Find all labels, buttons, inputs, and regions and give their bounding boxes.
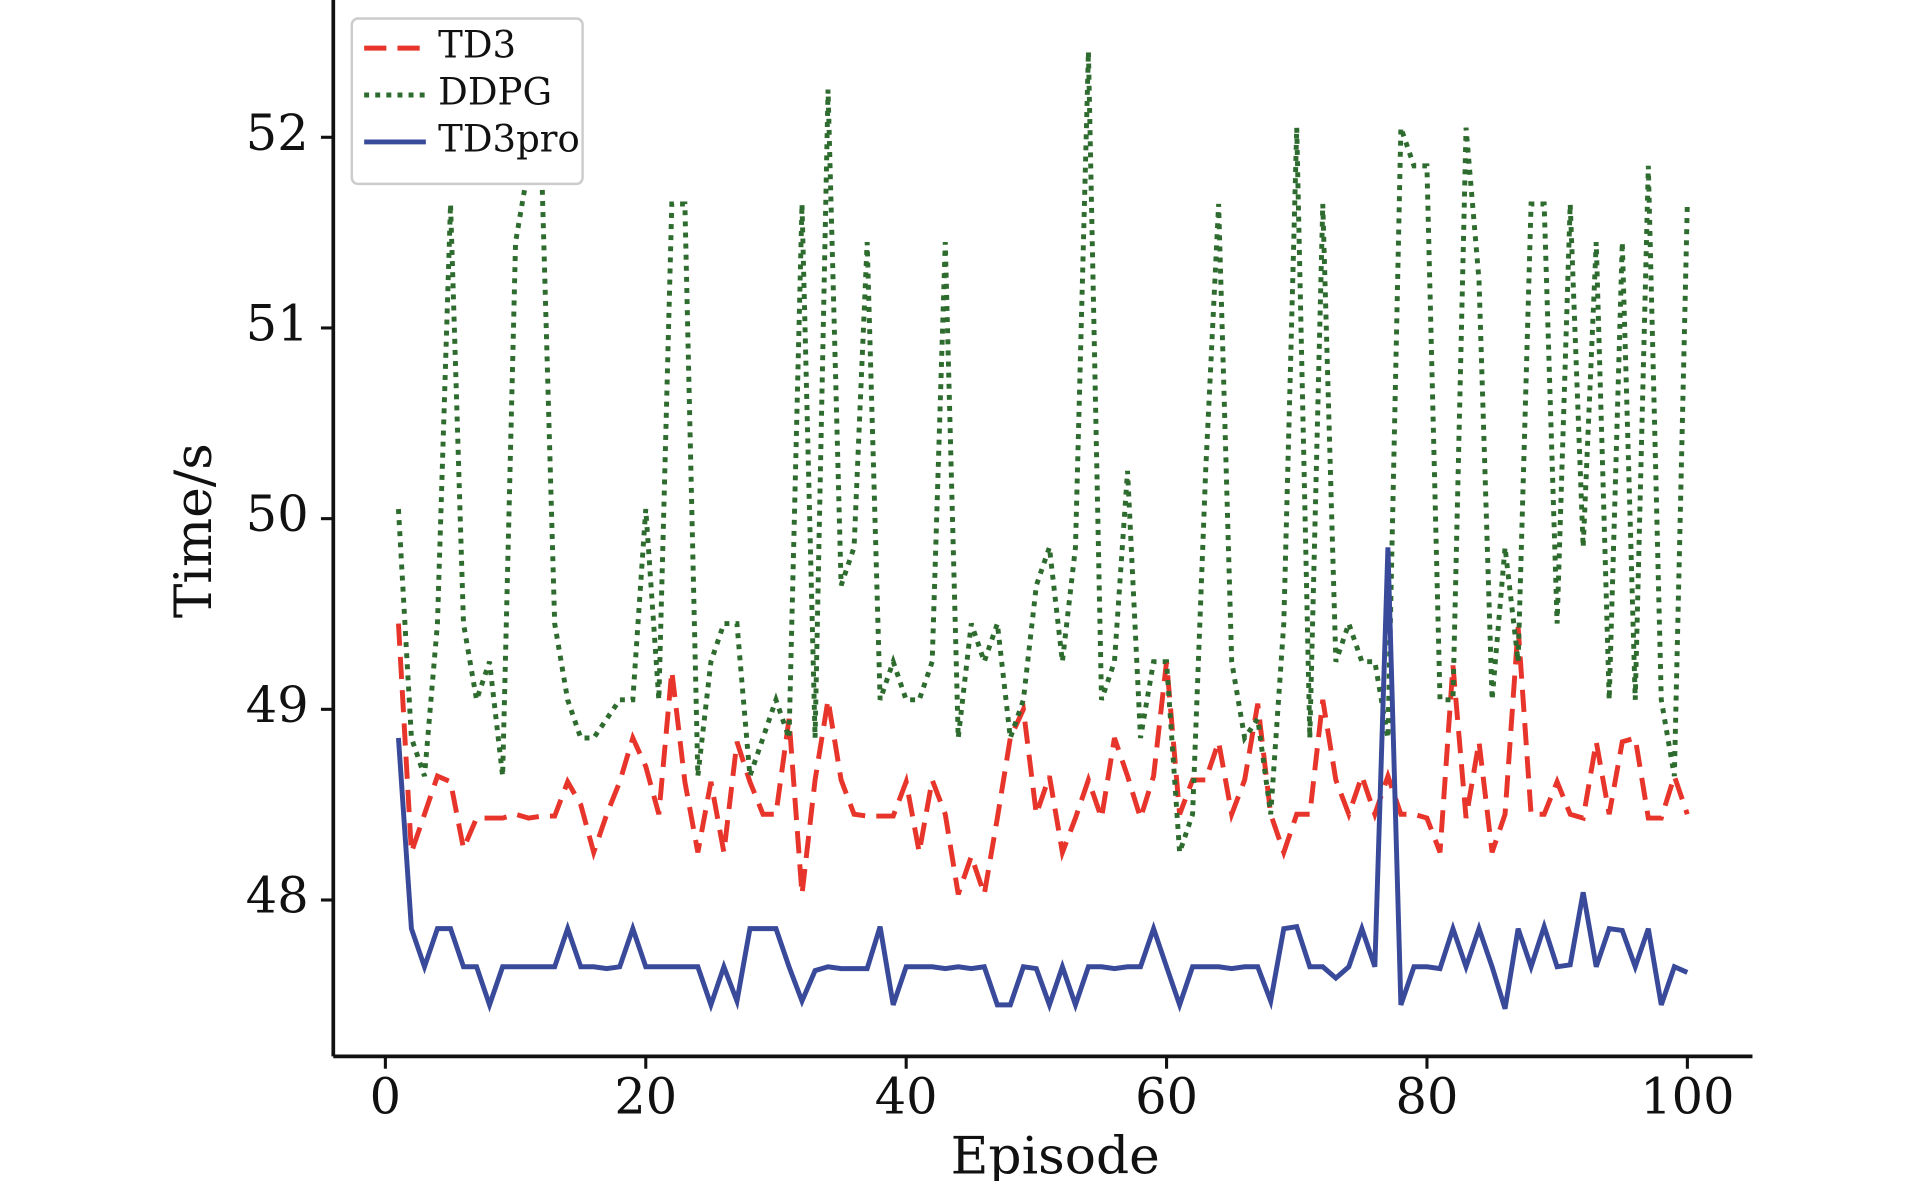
x-tick-label: 60: [1135, 1067, 1198, 1125]
line-series: [395, 51, 1690, 854]
y-tick-label: 52: [246, 104, 309, 162]
line-series: [395, 623, 1690, 896]
x-tick-label: 100: [1640, 1067, 1734, 1125]
x-tick-label: 80: [1396, 1067, 1459, 1125]
legend-label: TD3: [438, 24, 516, 67]
y-tick-label: 51: [246, 294, 309, 352]
y-tick-label: 48: [246, 867, 309, 925]
y-tick-label: 49: [246, 676, 309, 734]
x-tick-label: 20: [614, 1067, 677, 1125]
x-axis-label: Episode: [951, 1127, 1160, 1181]
x-tick-label: 0: [370, 1067, 401, 1125]
x-tick-label: 40: [875, 1067, 938, 1125]
legend-label: DDPG: [438, 71, 552, 114]
y-tick-label: 50: [246, 485, 309, 543]
legend-label: TD3pro: [438, 117, 580, 160]
y-axis-label: Time/s: [164, 443, 224, 618]
line-series: [395, 547, 1689, 1013]
